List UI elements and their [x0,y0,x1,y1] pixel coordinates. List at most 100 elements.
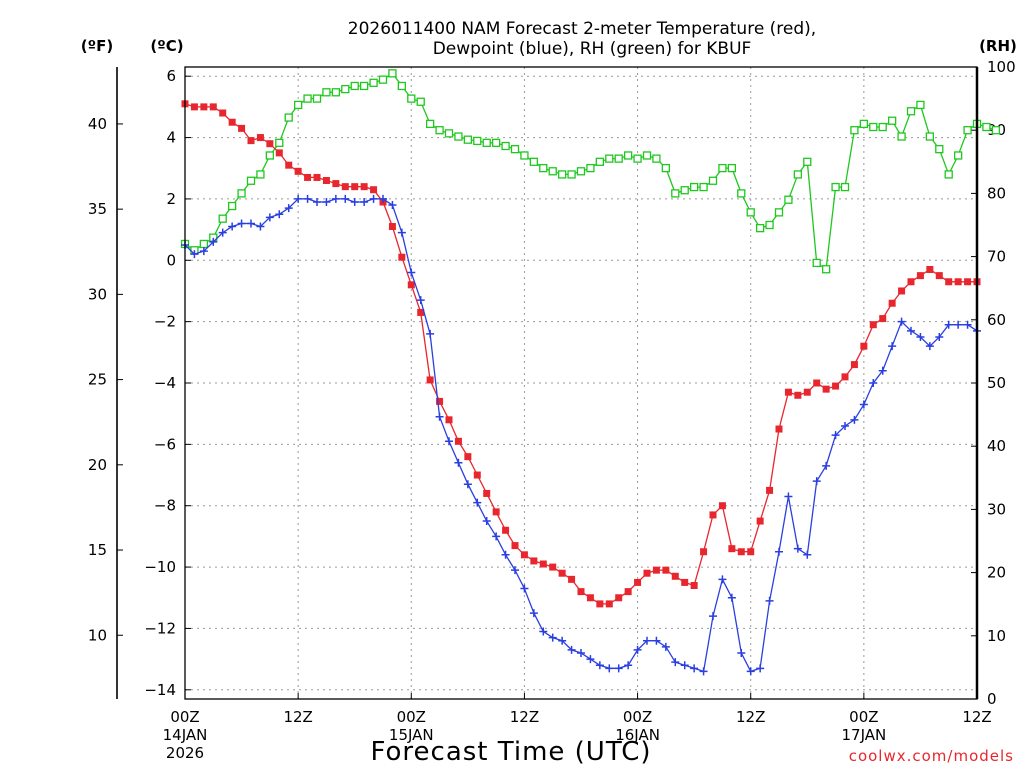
rh-point [407,94,416,103]
rh-point [237,189,246,198]
dewpoint-point [925,342,934,351]
2-meter-temperature-point [615,594,623,602]
2-meter-temperature-point [945,278,953,286]
dewpoint-point [916,332,925,341]
rh-tick-label: 20 [987,564,1006,582]
2-meter-temperature-point [643,569,651,577]
dewpoint-point [350,197,359,206]
dewpoint-point [624,661,633,670]
rh-point [595,157,605,166]
x-axis-label: Forecast Time (UTC) [370,737,651,767]
2-meter-temperature-point [322,177,330,185]
2-meter-temperature-point [926,265,934,273]
2-meter-temperature-point [445,416,453,424]
dewpoint-point [718,575,727,584]
celsius-tick-label: −4 [154,374,176,392]
rh-axis: 1009080706050403020100 [971,58,1016,708]
2-meter-temperature-point [464,453,472,461]
rh-point [510,145,520,154]
dewpoint-point [454,458,463,467]
2-meter-temperature-point [879,315,887,323]
2-meter-temperature-point [454,437,462,445]
dewpoint-point [407,268,416,277]
fahrenheit-unit-label: (ºF) [81,37,113,55]
time-tick-label: 00Z [849,708,878,726]
2-meter-temperature-point [803,388,811,396]
fahrenheit-tick-label: 40 [88,115,107,133]
2-meter-temperature-point [898,287,906,295]
dewpoint-point [831,431,840,440]
2-meter-temperature-point [822,385,830,393]
rh-point [831,182,840,192]
dewpoint-point [765,596,774,605]
2-meter-temperature-point [304,173,312,181]
2-meter-temperature-point [860,342,868,350]
dewpoint-point [482,517,491,526]
dewpoint-point [520,584,529,593]
rh-point [586,163,595,173]
fahrenheit-axis: 40 35 30 25 20 15 10 [88,67,123,699]
time-tick-label: 12Z [283,708,312,726]
rh-point [887,116,897,125]
rh-point [671,189,680,198]
2-meter-temperature-point [228,118,236,126]
rh-point [218,214,227,223]
2-meter-temperature-point [417,308,425,316]
rh-point [322,88,331,97]
dewpoint-point [954,320,963,329]
2-meter-temperature-point [568,575,576,583]
dewpoint-point [567,645,576,654]
rh-point [812,258,821,268]
time-tick-label: 00Z [623,708,652,726]
dewpoint-point [841,421,849,430]
rh-point [991,126,1001,135]
dewpoint-point [218,228,227,237]
2-meter-temperature-point [398,253,406,261]
rh-point [501,141,510,151]
rh-point [652,154,661,163]
rh-tick-label: 0 [987,690,997,708]
dewpoint-point [397,228,406,237]
dewpoint-point [473,498,482,507]
rh-point [840,182,850,192]
dewpoint-point [228,222,237,231]
celsius-tick-label: 4 [166,129,176,147]
celsius-axis: 6 4 2 0 −2 −4 −6 −8 −10 −12 −14 [144,67,191,699]
rh-point [199,239,209,249]
fahrenheit-tick-label: 10 [88,626,107,644]
2-meter-temperature-point [596,600,604,608]
date-tick-label: 17JAN [841,726,886,744]
dewpoint-point [963,320,972,329]
rh-point [539,163,548,173]
dewpoint-point [888,342,897,351]
2-meter-temperature-point [520,551,528,559]
rh-point [765,220,774,230]
2-meter-temperature-point [436,397,444,405]
dewpoint-point [275,210,284,219]
dewpoint-point [265,213,274,222]
fahrenheit-tick-label: 25 [88,371,107,389]
rh-point [897,132,906,141]
dewpoint-point [869,379,878,387]
rh-point [784,195,793,204]
rh-point [425,119,435,129]
rh-point [614,154,623,163]
2-meter-temperature-point [728,545,736,553]
2-meter-temperature-point [190,103,198,111]
dewpoint-point [935,332,944,341]
credit-text: coolwx.com/models [849,747,1014,765]
dewpoint-point [784,492,793,501]
rh-point [850,126,859,135]
2-meter-temperature-point [888,299,896,307]
2-meter-temperature-point [869,321,877,329]
celsius-tick-label: 2 [166,190,176,208]
2-meter-temperature-point [209,103,217,111]
rh-point [803,157,812,166]
dewpoint-point [680,661,689,670]
2-meter-temperature-point [511,542,519,550]
data-series [180,69,1001,676]
rh-point [312,94,322,103]
2-meter-temperature-point [850,361,858,369]
